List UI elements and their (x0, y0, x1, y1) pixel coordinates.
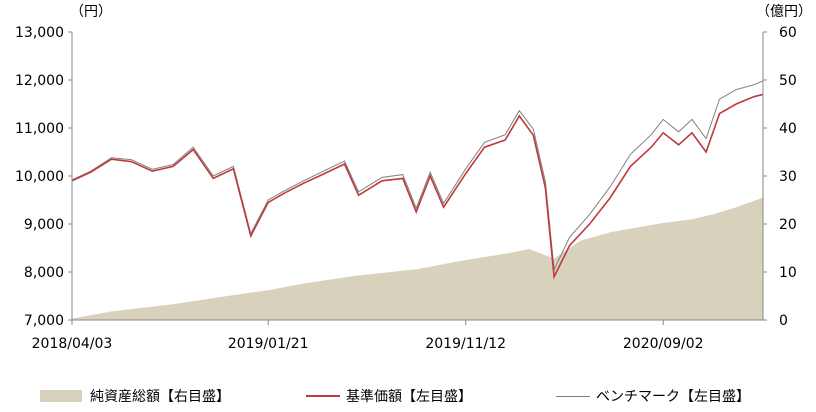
left-tick-label: 11,000 (15, 121, 64, 137)
x-tick-label: 2020/09/02 (623, 336, 704, 352)
left-tick-label: 13,000 (15, 25, 64, 41)
legend-nav-swatch (40, 390, 82, 402)
left-tick-label: 12,000 (15, 73, 64, 89)
legend-nav-label: 純資産総額【右目盛】 (90, 389, 230, 405)
left-tick-label: 10,000 (15, 169, 64, 185)
benchmark-line (71, 80, 764, 272)
nav-area (72, 197, 763, 320)
x-tick-label: 2019/11/12 (425, 336, 506, 352)
right-tick-label: 20 (779, 217, 797, 233)
right-tick-label: 40 (779, 121, 797, 137)
legend-benchmark-swatch (556, 395, 590, 397)
legend-item-nav: 純資産総額【右目盛】 (40, 386, 230, 406)
right-tick-label: 30 (779, 169, 797, 185)
chart: （円） （億円） 13,000 12,000 11,000 10,000 9,000 8,… (15, 4, 812, 352)
legend-price-swatch (306, 395, 340, 397)
legend-benchmark-label: ベンチマーク【左目盛】 (596, 389, 750, 405)
right-tick-label: 50 (779, 73, 797, 89)
price-line (71, 93, 764, 280)
x-tick-label: 2018/04/03 (32, 336, 113, 352)
left-axis-unit: （円） (70, 4, 112, 20)
right-axis-unit: （億円） (756, 4, 812, 20)
left-tick-label: 9,000 (24, 217, 64, 233)
legend: 純資産総額【右目盛】 基準価額【左目盛】 ベンチマーク【左目盛】 (0, 380, 816, 410)
left-tick-label: 8,000 (24, 265, 64, 281)
right-tick-label: 0 (779, 313, 788, 329)
left-tick-label: 7,000 (24, 313, 64, 329)
legend-item-benchmark: ベンチマーク【左目盛】 (556, 386, 750, 406)
legend-item-price: 基準価額【左目盛】 (306, 386, 472, 406)
right-tick-label: 10 (779, 265, 797, 281)
legend-price-label: 基準価額【左目盛】 (346, 389, 472, 405)
x-tick-label: 2019/01/21 (228, 336, 309, 352)
right-tick-label: 60 (779, 25, 797, 41)
